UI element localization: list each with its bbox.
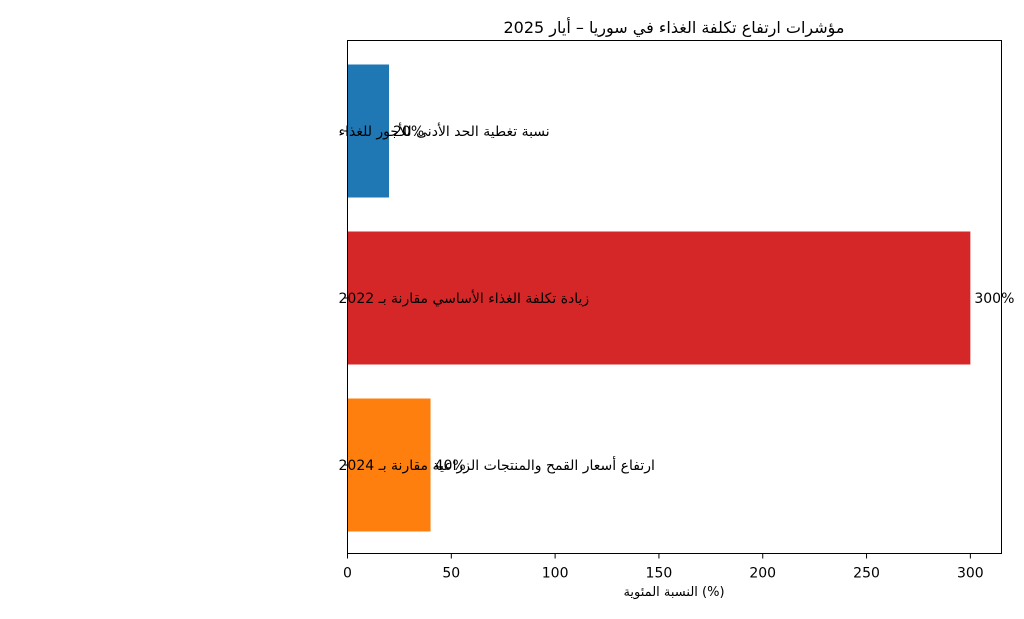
plot-frame — [347, 40, 1002, 554]
bars-layer — [347, 64, 971, 532]
x-tick-label-1: 0 — [343, 566, 352, 582]
chart-title: مؤشرات ارتفاع تكلفة الغذاء في سوريا – أي… — [504, 17, 845, 38]
bar-value-label-3: 40% — [435, 458, 466, 474]
x-tick-label-5: 200 — [749, 566, 776, 582]
bar-1 — [347, 64, 390, 198]
value-labels-layer: 20% 300% 40% — [393, 124, 1014, 474]
x-tick-label-6: 250 — [853, 566, 880, 582]
bar-value-label-1: 20% — [393, 124, 424, 140]
bar-3 — [347, 398, 431, 532]
y-tick-label-1: نسبة تغطية الحد الأدنى للأجور للغذاء — [339, 122, 550, 140]
x-tick-label-4: 150 — [646, 566, 673, 582]
x-axis-label: النسبة المئوية (%) — [623, 585, 724, 600]
category-labels-layer: نسبة تغطية الحد الأدنى للأجور للغذاء زياد… — [339, 122, 655, 474]
x-tick-label-3: 100 — [542, 566, 569, 582]
bar-2 — [347, 231, 971, 365]
y-tick-label-3: ارتفاع أسعار القمح والمنتجات الزراعية مق… — [339, 456, 655, 474]
bar-value-label-2: 300% — [974, 291, 1014, 307]
x-tick-label-2: 50 — [442, 566, 460, 582]
x-axis-ticks-layer: 0 50 100 150 200 250 300 — [343, 553, 984, 582]
y-tick-label-2: زيادة تكلفة الغذاء الأساسي مقارنة بـ 202… — [339, 289, 590, 307]
x-tick-label-7: 300 — [957, 566, 984, 582]
